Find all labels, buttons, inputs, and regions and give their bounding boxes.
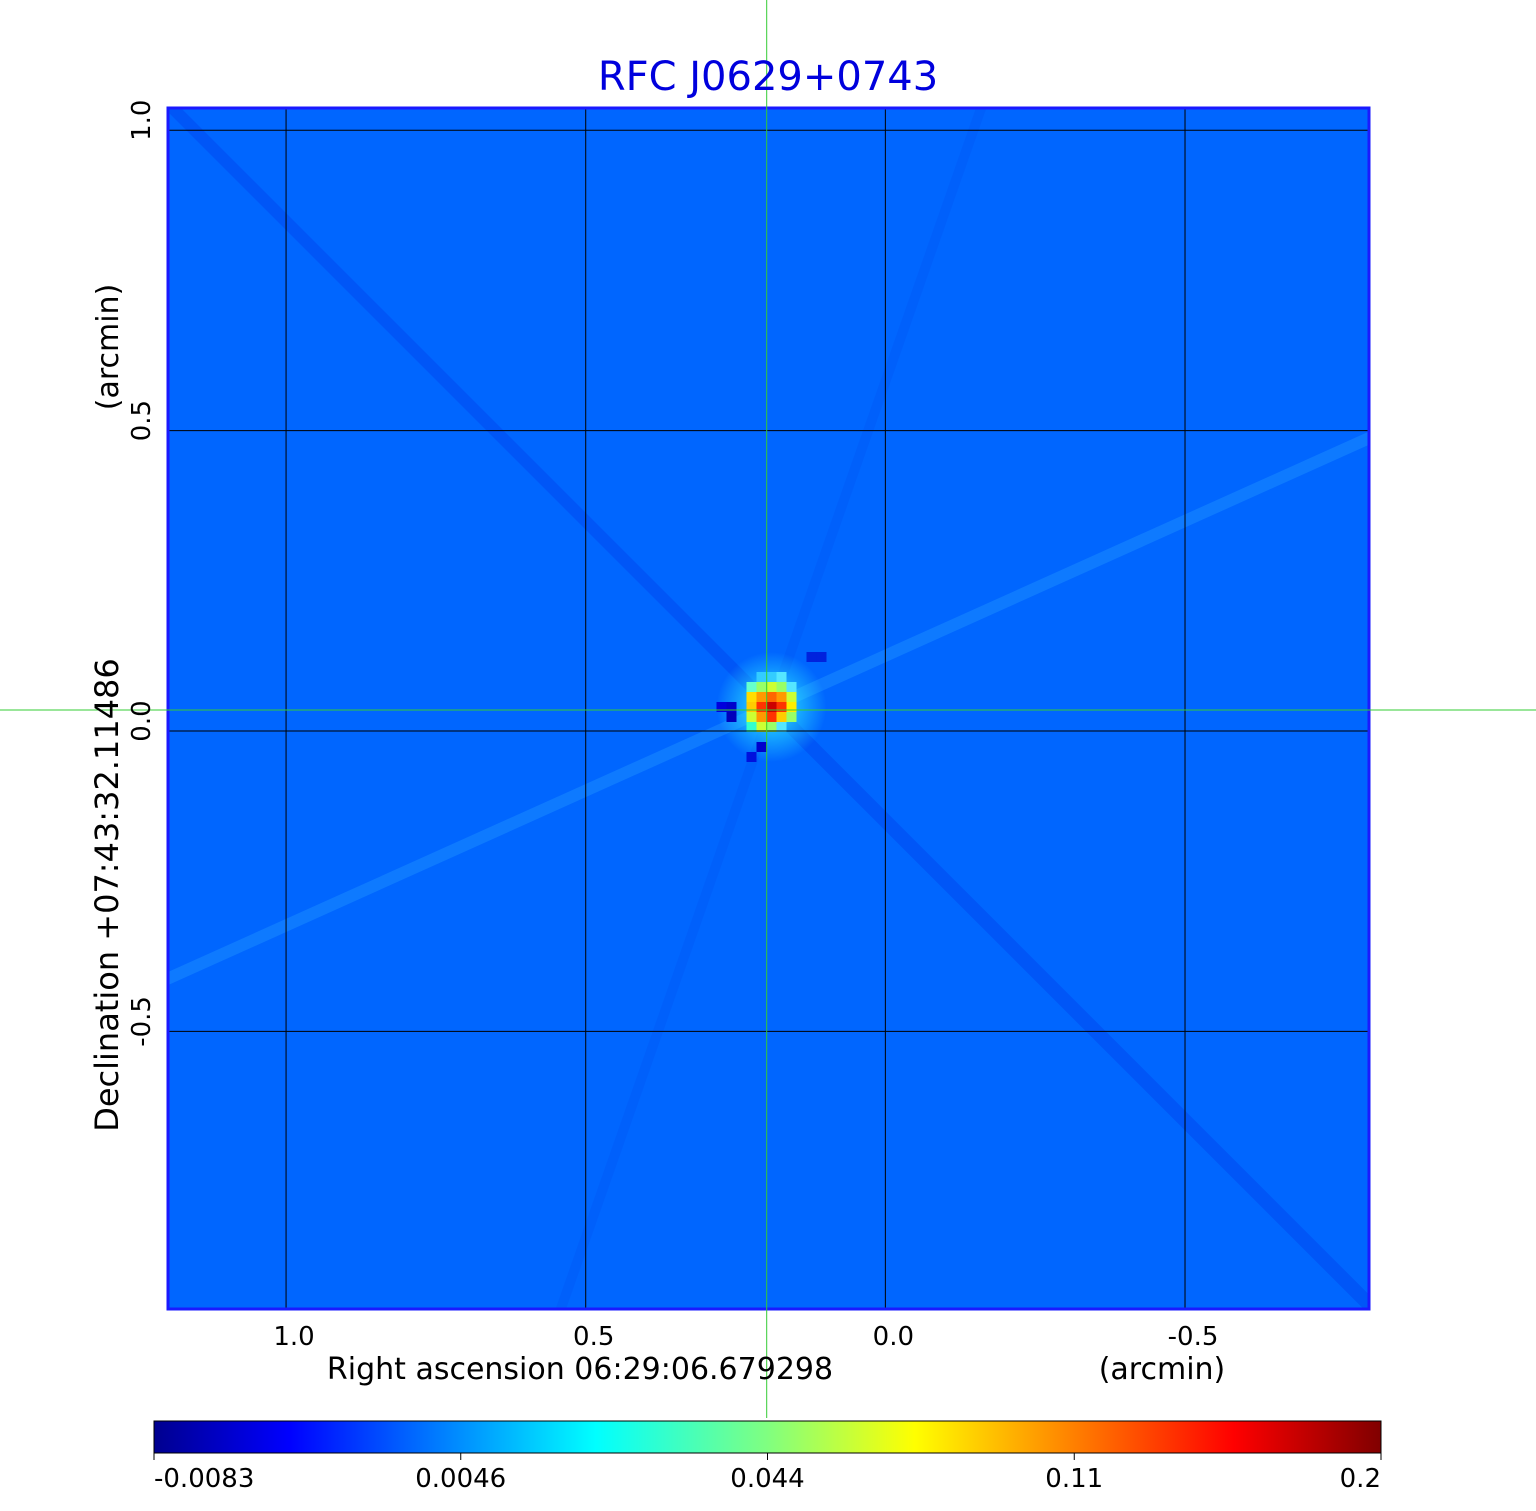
source-pixel (756, 691, 767, 702)
colorbar-tick-label: 0.044 (730, 1464, 804, 1494)
crosshair (0, 0, 1536, 1418)
sidelobe-artifacts (168, 108, 1369, 1309)
source-pixel (716, 701, 727, 712)
sidelobe-streak (764, 699, 1369, 1309)
source-pixel (766, 721, 777, 732)
source-pixel (766, 671, 777, 682)
sidelobe-streak (168, 700, 778, 986)
y-tick-labels: 1.0 0.5 0.0 -0.5 (127, 100, 157, 1047)
source-pixel (746, 711, 757, 722)
x-tick-label: 0.0 (873, 1322, 914, 1352)
x-axis-unit: (arcmin) (1099, 1352, 1226, 1387)
source-pixel (776, 711, 787, 722)
source-pixel (766, 691, 777, 702)
source-pixel (776, 691, 787, 702)
coordinate-grid (168, 108, 1369, 1309)
source-pixel (776, 721, 787, 732)
source-pixel (746, 701, 757, 712)
plot-frame (166, 106, 1371, 1311)
source-pixel (786, 691, 797, 702)
source-pixel (766, 701, 777, 712)
chart-title: RFC J0629+0743 (598, 54, 938, 100)
x-tick-label: 1.0 (273, 1322, 314, 1352)
source-pixel (786, 701, 797, 712)
x-tick-labels: 1.0 0.5 0.0 -0.5 (273, 1322, 1218, 1352)
source-pixel (746, 681, 757, 692)
x-axis-label: Right ascension 06:29:06.679298 (327, 1352, 833, 1387)
colorbar: -0.0083 0.0046 0.044 0.11 0.2 (153, 1420, 1382, 1494)
source-pixel (756, 721, 767, 732)
source-pixel (806, 651, 817, 662)
heatmap-image (168, 108, 1369, 1309)
source-pixel (746, 721, 757, 732)
source-pixel (776, 681, 787, 692)
x-tick-label: -0.5 (1168, 1322, 1219, 1352)
colorbar-tick-label: 0.2 (1340, 1464, 1381, 1494)
source-pixel (746, 691, 757, 702)
source-pixel (776, 701, 787, 712)
source-pixel (756, 741, 767, 752)
source-pixel (756, 701, 767, 712)
source-pixel (756, 711, 767, 722)
y-tick-label: 1.0 (127, 100, 157, 141)
source-pixels (716, 651, 827, 762)
sidelobe-streak (765, 431, 1369, 713)
y-axis-label: Declination +07:43:32.11486 (88, 658, 126, 1132)
colorbar-tick-label: -0.0083 (154, 1464, 254, 1494)
source-pixel (726, 711, 737, 722)
sidelobe-streak (168, 108, 778, 713)
sidelobe-streak (766, 108, 987, 712)
colorbar-gradient (153, 1420, 1382, 1454)
source-pixel (746, 751, 757, 762)
colorbar-tick-label: 0.0046 (415, 1464, 506, 1494)
source-pixel (776, 671, 787, 682)
sidelobe-streak (555, 701, 777, 1309)
y-axis-unit: (arcmin) (91, 284, 126, 411)
source-pixel (756, 681, 767, 692)
y-tick-label: 0.0 (127, 700, 157, 741)
source-pixel (786, 711, 797, 722)
y-tick-label: -0.5 (127, 996, 157, 1047)
source-pixel (786, 681, 797, 692)
colorbar-tick-label: 0.11 (1045, 1464, 1103, 1494)
y-tick-label: 0.5 (127, 400, 157, 441)
source-pixel (756, 671, 767, 682)
source-pixel (766, 681, 777, 692)
source-pixel (816, 651, 827, 662)
source-pixel (726, 701, 737, 712)
colorbar-tick-labels: -0.0083 0.0046 0.044 0.11 0.2 (153, 1453, 1382, 1494)
source-pixel (766, 711, 777, 722)
x-tick-label: 0.5 (573, 1322, 614, 1352)
